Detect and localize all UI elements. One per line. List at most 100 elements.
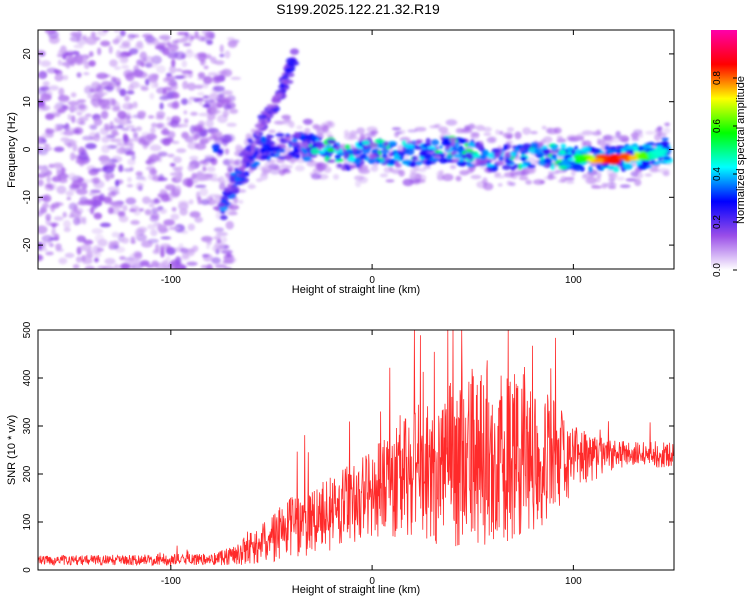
- spectrogram-cell: [135, 126, 143, 132]
- spectrogram-cell: [467, 141, 475, 147]
- spectrogram-cell: [421, 143, 429, 148]
- spectrogram-cell: [326, 139, 337, 145]
- spectrogram-cell: [228, 204, 240, 211]
- spectrogram-cell: [429, 125, 439, 129]
- spectrogram-cell: [182, 80, 189, 90]
- spectrogram-cell: [260, 136, 267, 144]
- spectrogram-cell: [375, 159, 380, 164]
- spectrogram-cell: [287, 140, 293, 145]
- spectrogram-cell: [121, 237, 130, 244]
- spectrogram-cell: [138, 138, 146, 145]
- spectrogram-cell: [490, 166, 499, 171]
- spectrogram-cell: [81, 257, 93, 265]
- spectrogram-cell: [203, 99, 215, 103]
- spectrogram-x-axis: -100 0 100: [161, 30, 582, 286]
- spectrogram-cell: [616, 145, 625, 150]
- spectrogram-cell: [58, 177, 68, 184]
- spectrogram-cell: [118, 215, 129, 223]
- spectrogram-cell: [100, 40, 111, 47]
- spectrogram-cell: [54, 74, 64, 82]
- spectrogram-cell: [70, 92, 77, 98]
- spectrogram-cell: [438, 145, 443, 149]
- spectrogram-cell: [132, 250, 143, 258]
- spectrogram-cell: [607, 172, 618, 179]
- spectrogram-cell: [217, 70, 228, 75]
- spectrogram-cell: [82, 135, 94, 141]
- spectrogram-cell: [497, 183, 503, 187]
- spectrogram-cell: [56, 185, 67, 195]
- spectrogram-cell: [404, 143, 415, 150]
- colorbar-label: Normalized spectral amplitude: [735, 76, 747, 224]
- spectrogram-cell: [325, 144, 333, 149]
- spectrogram-cell: [226, 122, 237, 127]
- spectrogram-cell: [474, 143, 484, 148]
- snr-panel: -100 0 100 0 100 200 300 400 500 Height of stra…: [6, 321, 675, 596]
- spectrogram-cell: [510, 166, 516, 171]
- spectrogram-cell: [121, 64, 130, 69]
- spectrogram-cell: [107, 206, 114, 215]
- spectrogram-cell: [430, 139, 440, 146]
- spectrogram-cell: [296, 125, 303, 130]
- spectrogram-cell: [396, 131, 403, 135]
- spectrogram-cell: [85, 36, 98, 46]
- spectrogram-cell: [165, 245, 172, 252]
- spectrogram-cell: [652, 162, 660, 166]
- spectrogram-cell: [583, 172, 595, 179]
- spectrogram-cell: [486, 163, 494, 167]
- spectrogram-cell: [83, 239, 94, 245]
- spectrogram-cell: [126, 124, 136, 129]
- spectrogram-cell: [355, 179, 362, 188]
- spectrogram-cell: [101, 144, 110, 154]
- spectrogram-cell: [226, 37, 235, 41]
- spectrogram-cell: [223, 266, 232, 269]
- spectrogram-cell: [581, 146, 591, 153]
- spectrogram-cell: [190, 111, 198, 116]
- spectrogram-y-tick-label: 10: [22, 96, 33, 108]
- spectrogram-cell: [128, 48, 139, 55]
- spectrogram-cell: [43, 143, 50, 148]
- spectrogram-cell: [655, 145, 663, 149]
- spectrogram-cell: [58, 95, 70, 104]
- spectrogram-cell: [353, 175, 365, 181]
- spectrogram-cell: [169, 65, 177, 74]
- spectrogram-cell: [62, 74, 69, 81]
- spectrogram-cell: [470, 174, 482, 180]
- spectrogram-cell: [285, 133, 291, 138]
- spectrogram-cell: [543, 176, 551, 180]
- spectrogram-cell: [601, 135, 607, 143]
- spectrogram-cell: [100, 161, 113, 166]
- spectrogram-cell: [282, 168, 290, 172]
- spectrogram-cell: [220, 98, 230, 105]
- spectrogram-cell: [383, 141, 389, 147]
- spectrogram-cell: [217, 202, 226, 208]
- spectrogram-cell: [621, 138, 629, 143]
- spectrogram-cell: [38, 87, 47, 95]
- spectrogram-cell: [63, 220, 71, 229]
- spectrogram-cell: [282, 86, 290, 91]
- spectrogram-cell: [141, 196, 151, 204]
- spectrogram-cell: [160, 129, 170, 136]
- spectrogram-cell: [187, 164, 195, 172]
- spectrogram-cell: [608, 145, 618, 151]
- spectrogram-cell: [174, 75, 185, 79]
- spectrogram-y-axis-label: Frequency (Hz): [6, 112, 18, 188]
- spectrogram-cell: [274, 120, 286, 125]
- spectrogram-cell: [198, 112, 210, 117]
- spectrogram-cell: [483, 132, 492, 136]
- spectrogram-cell: [98, 98, 111, 107]
- spectrogram-cell: [222, 90, 233, 96]
- spectrogram-cell: [261, 119, 266, 124]
- spectrogram-cell: [119, 88, 127, 97]
- spectrogram-cell: [574, 145, 579, 150]
- spectrogram-cell: [414, 145, 422, 150]
- spectrogram-cell: [453, 153, 463, 159]
- spectrogram-cell: [139, 51, 147, 60]
- spectrogram-cell: [116, 147, 125, 154]
- spectrogram-cell: [250, 144, 256, 152]
- spectrogram-cell: [55, 243, 62, 251]
- spectrogram-cell: [187, 141, 199, 150]
- spectrogram-cell: [83, 72, 90, 76]
- spectrogram-cell: [191, 172, 198, 179]
- spectrogram-cell: [242, 156, 250, 162]
